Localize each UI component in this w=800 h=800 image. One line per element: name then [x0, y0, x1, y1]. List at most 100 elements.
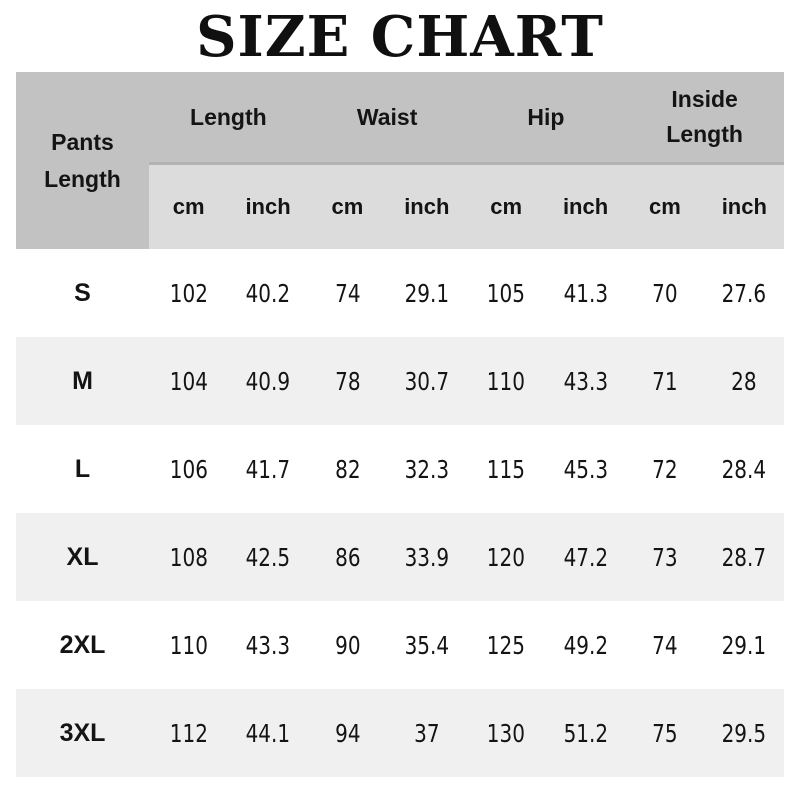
header-row-groups: Pants Length Length Waist Hip Inside Len… — [16, 72, 784, 249]
cell-value: 112 — [169, 718, 208, 748]
cell-inside-length-inch: 28.4 — [705, 425, 784, 513]
cell-value: 29.1 — [404, 278, 450, 308]
group-header-waist: Waist — [307, 72, 467, 165]
cell-hip-cm: 125 — [467, 601, 546, 689]
cell-value: 37 — [414, 718, 440, 748]
cell-value: 108 — [169, 542, 208, 572]
cell-value: 47.2 — [563, 542, 608, 572]
cell-inside-length-inch: 28 — [705, 337, 784, 425]
cell-value: 71 — [652, 366, 678, 396]
cell-value: 74 — [652, 630, 678, 660]
cell-length-cm: 106 — [149, 425, 228, 513]
cell-value: 110 — [169, 630, 208, 660]
cell-value: 33.9 — [404, 542, 450, 572]
cell-length-inch: 40.9 — [228, 337, 307, 425]
cell-value: 40.9 — [245, 366, 291, 396]
cell-value: 42.5 — [245, 542, 291, 572]
cell-waist-cm: 74 — [308, 249, 387, 337]
page-title: SIZE CHART — [196, 4, 604, 70]
size-label: L — [74, 454, 91, 483]
cell-inside-length-cm: 70 — [625, 249, 704, 337]
cell-hip-inch: 45.3 — [546, 425, 625, 513]
cell-length-cm: 104 — [149, 337, 228, 425]
cell-hip-cm: 130 — [467, 689, 546, 777]
cell-waist-inch: 35.4 — [387, 601, 466, 689]
cell-value: 43.3 — [563, 366, 608, 396]
cell-inside-length-cm: 74 — [625, 601, 704, 689]
table-row-3xl: 3XL 112 44.1 94 37 130 51.2 75 29.5 — [16, 689, 784, 777]
cell-value: 49.2 — [563, 630, 608, 660]
cell-length-cm: 110 — [149, 601, 228, 689]
cell-value: 70 — [652, 278, 678, 308]
cell-hip-cm: 115 — [467, 425, 546, 513]
cell-value: 130 — [487, 718, 526, 748]
cell-length-inch: 43.3 — [228, 601, 307, 689]
cell-value: 102 — [169, 278, 208, 308]
cell-value: 40.2 — [245, 278, 291, 308]
cell-value: 104 — [169, 366, 208, 396]
unit-header-hip-cm: cm — [466, 163, 546, 249]
cell-value: 75 — [652, 718, 678, 748]
cell-waist-inch: 33.9 — [387, 513, 466, 601]
cell-value: 82 — [334, 454, 361, 484]
cell-value: 51.2 — [563, 718, 608, 748]
group-header-inside-length: Inside Length — [625, 72, 784, 165]
cell-length-inch: 41.7 — [228, 425, 307, 513]
cell-length-inch: 42.5 — [228, 513, 307, 601]
cell-value: 28 — [731, 366, 758, 396]
cell-value: 35.4 — [404, 630, 450, 660]
size-label: XL — [66, 542, 99, 571]
unit-header-hip-inch: inch — [545, 163, 626, 249]
cell-value: 27.6 — [722, 278, 767, 308]
cell-waist-cm: 94 — [308, 689, 387, 777]
cell-value: 44.1 — [245, 718, 291, 748]
cell-hip-inch: 43.3 — [546, 337, 625, 425]
size-label: S — [74, 278, 91, 307]
cell-value: 74 — [334, 278, 361, 308]
cell-value: 28.4 — [722, 454, 767, 484]
corner-header-pants-length: Pants Length — [16, 72, 149, 249]
unit-header-inside-length-inch: inch — [704, 163, 784, 249]
cell-length-inch: 40.2 — [228, 249, 307, 337]
cell-value: 90 — [334, 630, 361, 660]
table-row-2xl: 2XL 110 43.3 90 35.4 125 49.2 74 29.1 — [16, 601, 784, 689]
cell-value: 28.7 — [722, 542, 767, 572]
cell-value: 45.3 — [563, 454, 608, 484]
cell-length-inch: 44.1 — [228, 689, 307, 777]
unit-header-inside-length-cm: cm — [625, 163, 705, 249]
cell-value: 106 — [169, 454, 208, 484]
cell-value: 29.1 — [722, 630, 767, 660]
cell-waist-cm: 82 — [308, 425, 387, 513]
header-row-units: cm inch cm inch cm inch cm inch — [16, 163, 784, 249]
cell-value: 32.3 — [404, 454, 450, 484]
cell-waist-inch: 32.3 — [387, 425, 466, 513]
cell-length-cm: 108 — [149, 513, 228, 601]
cell-length-cm: 102 — [149, 249, 228, 337]
cell-waist-inch: 37 — [387, 689, 466, 777]
cell-inside-length-cm: 71 — [625, 337, 704, 425]
cell-inside-length-inch: 28.7 — [705, 513, 784, 601]
cell-value: 125 — [487, 630, 526, 660]
size-label: 2XL — [59, 630, 106, 659]
cell-value: 29.5 — [722, 718, 767, 748]
cell-value: 120 — [487, 542, 526, 572]
cell-inside-length-cm: 72 — [625, 425, 704, 513]
cell-inside-length-cm: 73 — [625, 513, 704, 601]
cell-value: 73 — [652, 542, 678, 572]
cell-value: 115 — [487, 454, 526, 484]
cell-value: 110 — [487, 366, 526, 396]
group-header-hip: Hip — [466, 72, 626, 165]
cell-value: 41.3 — [563, 278, 608, 308]
table-row-s: S 102 40.2 74 29.1 105 41.3 70 27.6 — [16, 249, 784, 337]
cell-inside-length-inch: 27.6 — [705, 249, 784, 337]
cell-value: 86 — [334, 542, 361, 572]
cell-hip-inch: 47.2 — [546, 513, 625, 601]
cell-inside-length-inch: 29.1 — [705, 601, 784, 689]
cell-hip-inch: 51.2 — [546, 689, 625, 777]
cell-hip-cm: 110 — [467, 337, 546, 425]
cell-hip-inch: 41.3 — [546, 249, 625, 337]
cell-waist-cm: 86 — [308, 513, 387, 601]
cell-waist-cm: 90 — [308, 601, 387, 689]
cell-value: 41.7 — [245, 454, 291, 484]
